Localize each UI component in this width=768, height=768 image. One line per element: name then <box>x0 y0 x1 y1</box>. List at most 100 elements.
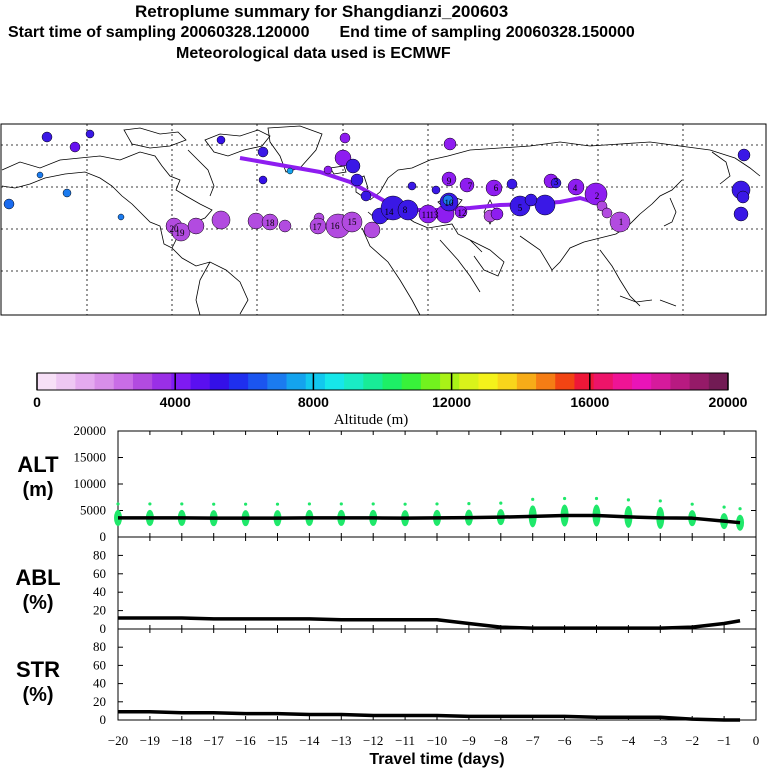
plume-marker <box>247 212 265 230</box>
colorbar-swatch <box>344 373 364 390</box>
plume-number-label: 1 <box>619 217 624 227</box>
plume-marker <box>431 185 441 195</box>
str-ytick-label: 40 <box>93 676 106 691</box>
colorbar-tick-label: 20000 <box>709 394 748 410</box>
plume-marker <box>211 210 231 230</box>
plume-marker <box>41 131 53 143</box>
xtick-label: −20 <box>108 733 128 748</box>
alt-ytick-label: 15000 <box>74 450 107 465</box>
xtick-label: −5 <box>590 733 604 748</box>
abl-ylabel: ABL <box>15 565 60 590</box>
alt-spread-outlier <box>658 499 662 503</box>
alt-spread-outlier <box>148 502 152 506</box>
colorbar-swatch <box>612 373 633 390</box>
plume-marker <box>85 129 95 139</box>
plume-marker <box>584 182 608 206</box>
plume-number-label: 16 <box>331 221 341 231</box>
plume-marker <box>524 193 538 207</box>
colorbar-swatch <box>324 373 345 390</box>
plume-number-label: 20 <box>170 224 180 234</box>
alt-spread-outlier <box>563 496 567 501</box>
abl-panel-frame <box>117 536 757 630</box>
xtick-label: −3 <box>653 733 667 748</box>
altitude-colorbar: 0 4000 8000 12000 16000 20000 Altitude (m) <box>33 372 748 428</box>
colorbar-swatch <box>478 373 499 390</box>
plume-marker <box>360 190 372 202</box>
colorbar-swatch <box>632 373 652 390</box>
plume-marker <box>261 213 279 231</box>
end-time-label: End time of sampling 20060328.150000 <box>339 24 635 41</box>
plume-number-label: 6 <box>494 183 499 193</box>
plume-marker <box>567 178 585 196</box>
plume-marker <box>733 206 749 222</box>
plume-number-label: 18 <box>266 218 276 228</box>
xtick-label: −6 <box>558 733 572 748</box>
xtick-label: −18 <box>172 733 192 748</box>
alt-ylabel: ALT <box>17 452 59 477</box>
str-panel-frame <box>117 628 757 721</box>
plume-number-label: 12 <box>458 208 467 218</box>
plume-marker <box>3 198 15 210</box>
str-ytick-label: 60 <box>93 657 106 672</box>
plume-number-label: 11 <box>422 210 431 220</box>
xtick-label: −17 <box>204 733 225 748</box>
colorbar-swatch <box>593 373 614 390</box>
plume-number-label: 10 <box>445 198 455 208</box>
abl-yunit: (%) <box>22 592 53 614</box>
sampling-times: Start time of sampling 20060328.120000 En… <box>8 24 768 42</box>
colorbar-swatch <box>670 373 691 390</box>
alt-spread-outlier <box>626 498 631 502</box>
plume-marker <box>69 141 81 153</box>
alt-spread-outlier <box>307 502 311 506</box>
xtick-label: −8 <box>494 733 508 748</box>
xtick-label: −4 <box>621 733 635 748</box>
met-data-label: Meteorological data used is ECMWF <box>176 45 451 62</box>
xtick-label: −15 <box>267 733 287 748</box>
alt-spread-outlier <box>116 502 120 506</box>
colorbar-swatch <box>689 373 710 390</box>
colorbar-swatch <box>132 373 153 390</box>
plume-marker <box>286 167 294 175</box>
colorbar-swatch <box>228 373 249 390</box>
colorbar-swatch <box>171 373 191 390</box>
str-ytick-label: 20 <box>93 694 106 709</box>
plume-number-label: 17 <box>313 222 323 232</box>
plume-number-label: 3 <box>554 177 559 187</box>
colorbar-swatch <box>37 373 57 390</box>
alt-series-line <box>118 513 741 525</box>
alt-spread-outlier <box>467 502 471 506</box>
xtick-label: −11 <box>395 733 415 748</box>
xtick-label: −19 <box>140 733 160 748</box>
plume-marker <box>323 165 333 175</box>
plume-number-label: 2 <box>595 191 600 201</box>
alt-spread-outlier <box>275 502 280 506</box>
plume-marker <box>350 173 364 187</box>
plume-number-label: 9 <box>447 176 452 186</box>
plume-number-label: 8 <box>403 205 408 215</box>
alt-ytick-label: 10000 <box>74 476 107 491</box>
colorbar-swatch <box>651 373 671 390</box>
str-ylabel: STR <box>16 657 60 682</box>
plume-marker <box>257 146 269 158</box>
colorbar-swatch <box>440 373 460 390</box>
plume-marker <box>407 181 417 191</box>
plume-number-label: 5 <box>518 203 523 213</box>
colorbar-tick-label: 8000 <box>298 394 329 410</box>
plume-marker <box>258 175 268 185</box>
xtick-label: −12 <box>363 733 383 748</box>
alt-yunit: (m) <box>22 479 53 501</box>
plume-marker <box>459 177 475 193</box>
colorbar-swatch <box>574 373 595 390</box>
colorbar-swatch <box>248 373 268 390</box>
alt-ytick-label: 0 <box>100 529 107 544</box>
alt-ytick-label: 20000 <box>74 423 107 438</box>
plume-marker <box>216 135 226 145</box>
plume-marker <box>345 158 361 174</box>
plume-marker <box>341 211 363 233</box>
colorbar-swatch <box>382 373 403 390</box>
colorbar-swatch <box>459 373 479 390</box>
alt-spread-outlier <box>371 502 375 506</box>
alt-spread-outlier <box>722 505 726 509</box>
